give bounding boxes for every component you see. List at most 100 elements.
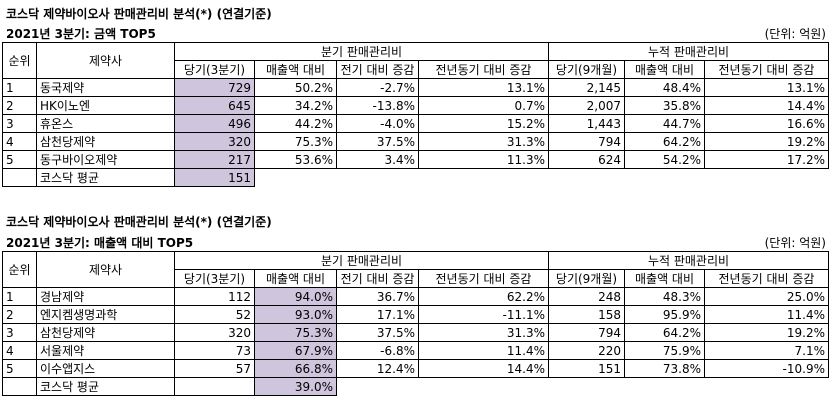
header-quarter-group: 분기 판매관리비 bbox=[174, 42, 549, 61]
cell-q-qoq: 12.4% bbox=[336, 359, 419, 378]
cell-company: 엔지켐생명과학 bbox=[36, 305, 175, 324]
cell-q-yoy: 31.3% bbox=[418, 323, 549, 342]
cell-c-current: 220 bbox=[548, 341, 625, 360]
cell-q-current: 217 bbox=[174, 150, 255, 169]
header-rank: 순위 bbox=[2, 42, 37, 79]
cell-q-yoy: 11.4% bbox=[418, 341, 549, 360]
header-q-yoy: 전년동기 대비 증감 bbox=[418, 269, 549, 288]
cell-company: 동구바이오제약 bbox=[36, 150, 175, 169]
header-company: 제약사 bbox=[36, 251, 175, 288]
cell-q-ratio: 75.3% bbox=[254, 132, 337, 151]
header-row-columns: 당기(3분기) 매출액 대비 전기 대비 증감 전년동기 대비 증감 당기(9개… bbox=[3, 60, 829, 79]
cell-c-ratio: 44.7% bbox=[624, 114, 705, 133]
cell-c-ratio: 35.8% bbox=[624, 96, 705, 115]
cell-q-qoq: 37.5% bbox=[336, 323, 419, 342]
header-q-yoy: 전년동기 대비 증감 bbox=[418, 60, 549, 79]
cell-company: 휴온스 bbox=[36, 114, 175, 133]
table-row: 3 삼천당제약 320 75.3% 37.5% 31.3% 794 64.2% … bbox=[2, 323, 829, 342]
cell-company: 서울제약 bbox=[36, 341, 175, 360]
header-q-current: 당기(3분기) bbox=[174, 269, 255, 288]
cell-q-yoy: 0.7% bbox=[418, 96, 549, 115]
cell-q-yoy: 14.4% bbox=[418, 359, 549, 378]
header-q-sales-ratio: 매출액 대비 bbox=[254, 269, 337, 288]
cell-q-current: 320 bbox=[174, 132, 255, 151]
cell-q-qoq: -4.0% bbox=[336, 114, 419, 133]
cell-c-current: 248 bbox=[548, 287, 625, 306]
section1-unit: (단위: 억원) bbox=[764, 27, 826, 41]
header-row-columns: 당기(3분기) 매출액 대비 전기 대비 증감 전년동기 대비 증감 당기(9개… bbox=[3, 269, 829, 288]
header-q-current: 당기(3분기) bbox=[174, 60, 255, 79]
section2-table: 순위 제약사 분기 판매관리비 누적 판매관리비 당기(3분기) 매출액 대비 … bbox=[2, 251, 829, 396]
cell-q-ratio: 50.2% bbox=[254, 78, 337, 97]
table-row: 2 HK이노엔 645 34.2% -13.8% 0.7% 2,007 35.8… bbox=[2, 96, 829, 115]
table-row: 4 삼천당제약 320 75.3% 37.5% 31.3% 794 64.2% … bbox=[2, 132, 829, 151]
cell-c-current: 158 bbox=[548, 305, 625, 324]
header-c-current: 당기(9개월) bbox=[548, 60, 625, 79]
section2-unit: (단위: 억원) bbox=[764, 236, 826, 250]
cell-q-qoq: 3.4% bbox=[336, 150, 419, 169]
cell-c-yoy: 19.2% bbox=[704, 323, 829, 342]
average-value: 151 bbox=[174, 168, 255, 187]
cell-rank: 5 bbox=[2, 359, 37, 378]
cell-q-yoy: 15.2% bbox=[418, 114, 549, 133]
cell-q-yoy: 62.2% bbox=[418, 287, 549, 306]
cell-q-current: 496 bbox=[174, 114, 255, 133]
cell-c-ratio: 48.4% bbox=[624, 78, 705, 97]
cell-rank: 1 bbox=[2, 287, 37, 306]
cell-q-yoy: 11.3% bbox=[418, 150, 549, 169]
cell-q-yoy: -11.1% bbox=[418, 305, 549, 324]
cell-company: 경남제약 bbox=[36, 287, 175, 306]
cell-company: 이수앱지스 bbox=[36, 359, 175, 378]
cell-company: 삼천당제약 bbox=[36, 323, 175, 342]
cell-c-ratio: 64.2% bbox=[624, 132, 705, 151]
header-q-sales-ratio: 매출액 대비 bbox=[254, 60, 337, 79]
cell-q-current: 320 bbox=[174, 323, 255, 342]
cell-c-current: 151 bbox=[548, 359, 625, 378]
table-row: 5 이수앱지스 57 66.8% 12.4% 14.4% 151 73.8% -… bbox=[2, 359, 829, 378]
empty-area bbox=[337, 378, 829, 396]
cell-q-current: 112 bbox=[174, 287, 255, 306]
cell-c-current: 2,007 bbox=[548, 96, 625, 115]
table-row: 3 휴온스 496 44.2% -4.0% 15.2% 1,443 44.7% … bbox=[2, 114, 829, 133]
cell-q-current-empty bbox=[174, 377, 255, 396]
header-c-sales-ratio: 매출액 대비 bbox=[624, 60, 705, 79]
cell-c-ratio: 95.9% bbox=[624, 305, 705, 324]
cell-q-qoq: -2.7% bbox=[336, 78, 419, 97]
cell-rank: 5 bbox=[2, 150, 37, 169]
cell-c-current: 624 bbox=[548, 150, 625, 169]
cell-q-qoq: -13.8% bbox=[336, 96, 419, 115]
cell-q-ratio: 44.2% bbox=[254, 114, 337, 133]
cell-q-ratio: 34.2% bbox=[254, 96, 337, 115]
header-row-group: 순위 제약사 분기 판매관리비 누적 판매관리비 bbox=[2, 251, 829, 288]
average-label: 코스닥 평균 bbox=[36, 168, 175, 187]
cell-q-current: 73 bbox=[174, 341, 255, 360]
cell-q-qoq: 17.1% bbox=[336, 305, 419, 324]
header-c-yoy: 전년동기 대비 증감 bbox=[704, 269, 829, 288]
cell-c-yoy: 16.6% bbox=[704, 114, 829, 133]
cell-rank: 2 bbox=[2, 96, 37, 115]
cell-q-qoq: -6.8% bbox=[336, 341, 419, 360]
cell-q-current: 729 bbox=[174, 78, 255, 97]
cell-c-yoy: -10.9% bbox=[704, 359, 829, 378]
header-quarter-group: 분기 판매관리비 bbox=[174, 251, 549, 270]
cell-rank: 4 bbox=[2, 341, 37, 360]
cell-c-current: 1,443 bbox=[548, 114, 625, 133]
cell-q-ratio: 75.3% bbox=[254, 323, 337, 342]
cell-rank: 3 bbox=[2, 323, 37, 342]
cell-q-ratio: 94.0% bbox=[254, 287, 337, 306]
section1-table: 순위 제약사 분기 판매관리비 누적 판매관리비 당기(3분기) 매출액 대비 … bbox=[2, 42, 829, 187]
average-label: 코스닥 평균 bbox=[36, 377, 175, 396]
cell-c-yoy: 17.2% bbox=[704, 150, 829, 169]
cell-c-current: 794 bbox=[548, 323, 625, 342]
section2-subtitle: 2021년 3분기: 매출액 대비 TOP5 bbox=[6, 236, 194, 250]
cell-rank: 2 bbox=[2, 305, 37, 324]
table-row: 5 동구바이오제약 217 53.6% 3.4% 11.3% 624 54.2%… bbox=[2, 150, 829, 169]
cell-company: 삼천당제약 bbox=[36, 132, 175, 151]
header-cumulative-group: 누적 판매관리비 bbox=[548, 251, 829, 270]
cell-q-qoq: 37.5% bbox=[336, 132, 419, 151]
cell-c-yoy: 7.1% bbox=[704, 341, 829, 360]
header-c-current: 당기(9개월) bbox=[548, 269, 625, 288]
cell-rank: 3 bbox=[2, 114, 37, 133]
cell-c-yoy: 14.4% bbox=[704, 96, 829, 115]
